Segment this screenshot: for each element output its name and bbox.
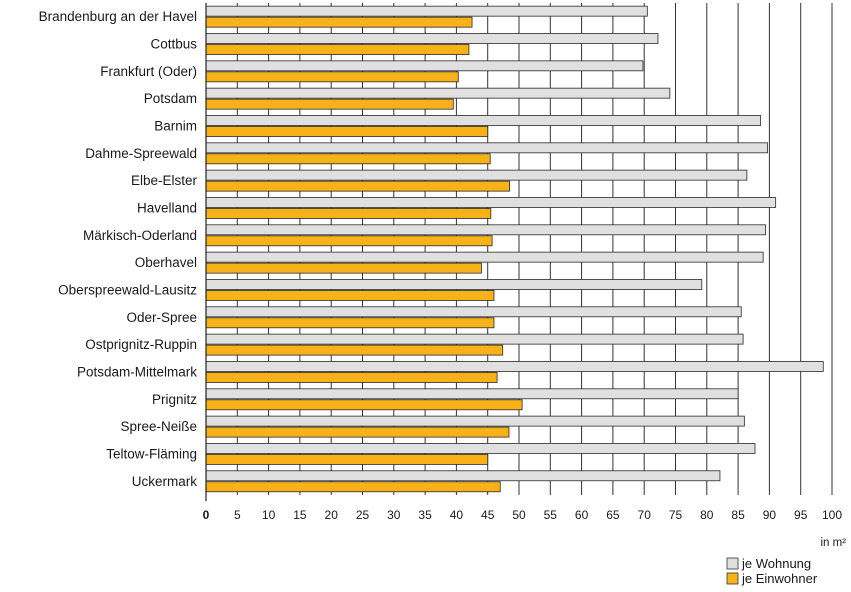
x-tick-label: 40: [450, 508, 464, 522]
bar-je-einwohner: [205, 126, 489, 137]
x-tick-label: 95: [794, 508, 808, 522]
bar-je-wohnung: [205, 279, 703, 290]
bar-je-einwohner: [205, 208, 492, 219]
bar-je-einwohner: [205, 426, 510, 438]
x-tick-label: 55: [544, 508, 558, 522]
bar-je-wohnung: [205, 415, 745, 427]
bar-je-wohnung: [205, 142, 768, 154]
bar-je-wohnung: [205, 251, 764, 263]
category-label: Spree-Neiße: [120, 419, 197, 434]
bar-je-einwohner: [205, 290, 495, 301]
x-tick-label: 90: [763, 508, 777, 522]
category-label: Uckermark: [132, 474, 198, 489]
x-tick-label: 45: [481, 508, 495, 522]
bar-je-einwohner: [205, 372, 498, 383]
category-label: Oder-Spree: [126, 310, 197, 325]
bar-je-einwohner: [205, 180, 511, 192]
bar-je-einwohner: [205, 71, 459, 83]
category-label: Teltow-Fläming: [106, 446, 197, 461]
bar-je-wohnung: [205, 5, 648, 17]
bar-je-einwohner: [205, 481, 501, 493]
bar-je-einwohner: [205, 153, 491, 165]
category-label: Cottbus: [150, 36, 197, 51]
x-tick-label: 60: [575, 508, 589, 522]
bar-je-einwohner: [205, 344, 504, 356]
category-label: Brandenburg an der Havel: [39, 9, 197, 24]
x-tick-label: 85: [731, 508, 745, 522]
bar-je-einwohner: [205, 317, 495, 329]
bars: [205, 5, 824, 493]
bar-je-einwohner: [205, 98, 454, 110]
category-label: Havelland: [137, 200, 197, 215]
category-label: Oberhavel: [135, 255, 197, 270]
legend: je Wohnung je Einwohner: [726, 556, 818, 586]
x-tick-label: 65: [606, 508, 620, 522]
bar-je-wohnung: [205, 388, 739, 400]
bar-je-wohnung: [205, 333, 744, 345]
bar-je-wohnung: [205, 470, 721, 482]
bar-je-wohnung: [205, 361, 824, 372]
category-label: Barnim: [154, 118, 197, 133]
x-axis-unit-label: in m²: [820, 537, 846, 549]
x-tick-label: 30: [387, 508, 401, 522]
x-tick-label: 20: [325, 508, 339, 522]
bar-je-einwohner: [205, 16, 473, 28]
bar-je-wohnung: [205, 443, 756, 454]
category-label: Frankfurt (Oder): [100, 64, 197, 79]
category-label: Potsdam: [144, 91, 197, 106]
x-tick-label: 5: [234, 508, 241, 522]
legend-label-je-einwohner: je Einwohner: [741, 571, 818, 586]
bar-je-einwohner: [205, 235, 493, 247]
legend-label-je-wohnung: je Wohnung: [741, 556, 811, 571]
x-tick-label: 15: [293, 508, 307, 522]
x-tick-label: 25: [356, 508, 370, 522]
category-label: Dahme-Spreewald: [85, 146, 197, 161]
x-tick-label: 0: [203, 508, 210, 522]
bar-je-wohnung: [205, 224, 767, 236]
x-tick-label: 80: [700, 508, 714, 522]
category-labels: Brandenburg an der Havel Cottbus Frankfurt…: [39, 9, 198, 489]
bar-je-wohnung: [205, 169, 748, 181]
bar-je-einwohner: [205, 399, 523, 411]
category-label: Ostprignitz-Ruppin: [85, 337, 197, 352]
category-label: Elbe-Elster: [131, 173, 198, 188]
legend-swatch-je-einwohner: [726, 572, 739, 585]
x-tick-label: 10: [262, 508, 276, 522]
category-label: Prignitz: [152, 392, 197, 407]
x-tick-label: 50: [512, 508, 526, 522]
category-label: Potsdam-Mittelmark: [77, 364, 197, 379]
bar-je-einwohner: [205, 454, 489, 465]
bar-je-wohnung: [205, 33, 659, 44]
bar-je-wohnung: [205, 115, 762, 126]
x-tick-labels: 0 5 10 15 20 25 30 35 40 45 50 55 60 65 70 75 80 85 90 95 10…: [203, 508, 843, 522]
bar-je-wohnung: [205, 306, 742, 318]
x-tick-label: 35: [418, 508, 432, 522]
bar-je-einwohner: [205, 44, 470, 55]
bar-je-einwohner: [205, 262, 482, 274]
bar-je-wohnung: [205, 87, 671, 99]
category-label: Oberspreewald-Lausitz: [58, 282, 197, 297]
grid-lines: [236, 3, 833, 495]
bar-je-wohnung: [205, 60, 644, 72]
x-tick-label: 100: [822, 508, 842, 522]
bar-je-wohnung: [205, 197, 777, 208]
x-tick-label: 75: [669, 508, 683, 522]
x-tick-label: 70: [638, 508, 652, 522]
category-label: Märkisch-Oderland: [83, 228, 197, 243]
legend-swatch-je-wohnung: [726, 557, 739, 570]
